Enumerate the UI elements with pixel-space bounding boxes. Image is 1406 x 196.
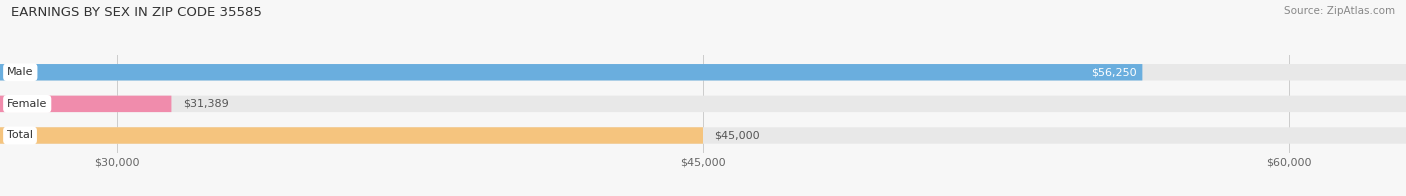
Text: $31,389: $31,389 [183, 99, 228, 109]
FancyBboxPatch shape [0, 127, 1406, 144]
FancyBboxPatch shape [0, 96, 1406, 112]
Text: EARNINGS BY SEX IN ZIP CODE 35585: EARNINGS BY SEX IN ZIP CODE 35585 [11, 6, 262, 19]
Text: $45,000: $45,000 [714, 131, 759, 141]
Text: Male: Male [7, 67, 34, 77]
FancyBboxPatch shape [0, 64, 1142, 81]
FancyBboxPatch shape [0, 64, 1406, 81]
FancyBboxPatch shape [0, 127, 703, 144]
FancyBboxPatch shape [0, 96, 172, 112]
Text: Source: ZipAtlas.com: Source: ZipAtlas.com [1284, 6, 1395, 16]
Text: Total: Total [7, 131, 32, 141]
Text: Female: Female [7, 99, 48, 109]
Text: $56,250: $56,250 [1091, 67, 1137, 77]
